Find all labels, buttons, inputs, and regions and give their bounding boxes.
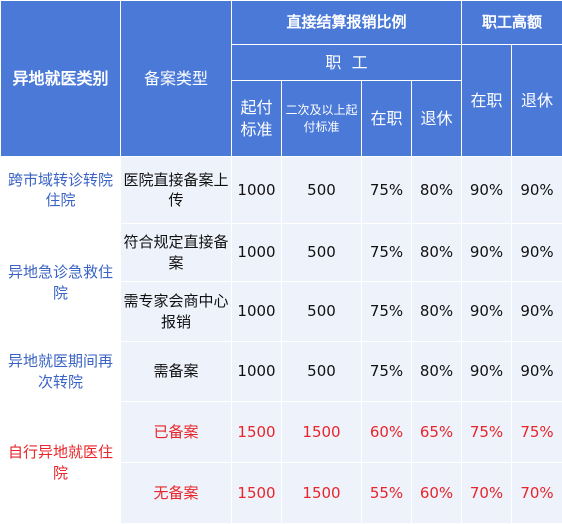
header-high-in-service: 在职 bbox=[462, 45, 512, 157]
table-row: 异地就医期间再次转院 需备案 1000 500 75% 80% 90% 90% bbox=[1, 342, 562, 402]
retired-cell: 65% bbox=[412, 402, 462, 463]
retired-cell: 80% bbox=[412, 224, 462, 282]
high-retired-cell: 70% bbox=[512, 463, 562, 524]
header-retired: 退休 bbox=[412, 81, 462, 157]
table-row: 异地急诊急救住院 符合规定直接备案 1000 500 75% 80% 90% 9… bbox=[1, 224, 562, 282]
second-start-cell: 1500 bbox=[282, 463, 362, 524]
start-standard-cell: 1000 bbox=[232, 157, 282, 224]
table-row: 自行异地就医住院 已备案 1500 1500 60% 65% 75% 75% bbox=[1, 402, 562, 463]
record-type-cell: 需备案 bbox=[121, 342, 232, 402]
high-in-service-cell: 90% bbox=[462, 224, 512, 282]
start-standard-cell: 1000 bbox=[232, 224, 282, 282]
high-in-service-cell: 90% bbox=[462, 157, 512, 224]
start-standard-cell: 1000 bbox=[232, 282, 282, 342]
header-row-1: 异地就医类别 备案类型 直接结算报销比例 职工高额 bbox=[1, 1, 562, 45]
high-in-service-cell: 70% bbox=[462, 463, 512, 524]
record-type-cell: 已备案 bbox=[121, 402, 232, 463]
in-service-cell: 60% bbox=[362, 402, 412, 463]
category-cell: 自行异地就医住院 bbox=[1, 402, 121, 524]
retired-cell: 80% bbox=[412, 157, 462, 224]
header-high-limit-group: 职工高额 bbox=[462, 1, 562, 45]
category-cell: 异地就医期间再次转院 bbox=[1, 342, 121, 402]
header-in-service: 在职 bbox=[362, 81, 412, 157]
in-service-cell: 75% bbox=[362, 282, 412, 342]
in-service-cell: 75% bbox=[362, 224, 412, 282]
in-service-cell: 55% bbox=[362, 463, 412, 524]
start-standard-cell: 1000 bbox=[232, 342, 282, 402]
high-in-service-cell: 75% bbox=[462, 402, 512, 463]
in-service-cell: 75% bbox=[362, 157, 412, 224]
table-row: 跨市域转诊转院住院 医院直接备案上传 1000 500 75% 80% 90% … bbox=[1, 157, 562, 224]
start-standard-cell: 1500 bbox=[232, 402, 282, 463]
start-standard-cell: 1500 bbox=[232, 463, 282, 524]
header-employee-group: 职 工 bbox=[232, 45, 462, 81]
record-type-cell: 符合规定直接备案 bbox=[121, 224, 232, 282]
record-type-cell: 医院直接备案上传 bbox=[121, 157, 232, 224]
high-retired-cell: 90% bbox=[512, 224, 562, 282]
in-service-cell: 75% bbox=[362, 342, 412, 402]
header-direct-ratio-group: 直接结算报销比例 bbox=[232, 1, 462, 45]
header-start-standard: 起付标准 bbox=[232, 81, 282, 157]
header-second-start-standard: 二次及以上起付标准 bbox=[282, 81, 362, 157]
second-start-cell: 1500 bbox=[282, 402, 362, 463]
high-in-service-cell: 90% bbox=[462, 282, 512, 342]
high-in-service-cell: 90% bbox=[462, 342, 512, 402]
retired-cell: 80% bbox=[412, 282, 462, 342]
category-cell: 跨市域转诊转院住院 bbox=[1, 157, 121, 224]
category-cell: 异地急诊急救住院 bbox=[1, 224, 121, 342]
record-type-cell: 需专家会商中心报销 bbox=[121, 282, 232, 342]
second-start-cell: 500 bbox=[282, 157, 362, 224]
retired-cell: 80% bbox=[412, 342, 462, 402]
record-type-cell: 无备案 bbox=[121, 463, 232, 524]
high-retired-cell: 75% bbox=[512, 402, 562, 463]
header-record-type: 备案类型 bbox=[121, 1, 232, 157]
header-category: 异地就医类别 bbox=[1, 1, 121, 157]
second-start-cell: 500 bbox=[282, 282, 362, 342]
high-retired-cell: 90% bbox=[512, 342, 562, 402]
high-retired-cell: 90% bbox=[512, 157, 562, 224]
retired-cell: 60% bbox=[412, 463, 462, 524]
second-start-cell: 500 bbox=[282, 224, 362, 282]
second-start-cell: 500 bbox=[282, 342, 362, 402]
header-high-retired: 退休 bbox=[512, 45, 562, 157]
high-retired-cell: 90% bbox=[512, 282, 562, 342]
